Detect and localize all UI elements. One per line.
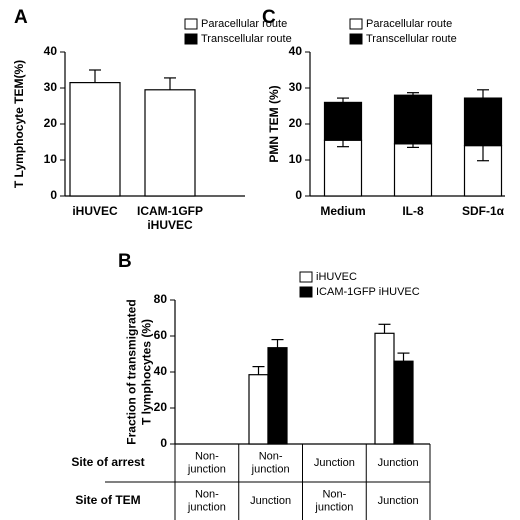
table-cell: junction	[314, 501, 353, 513]
y-axis-label: Fraction of transmigrated	[125, 299, 139, 444]
y-tick-label: 40	[154, 364, 168, 378]
table-cell: junction	[251, 463, 290, 475]
bar	[248, 374, 269, 445]
error-bar	[164, 77, 176, 90]
y-tick-label: 40	[44, 44, 58, 58]
legend-swatch	[299, 286, 313, 298]
y-axis-label: T Lymphocyte TEM(%)	[12, 60, 26, 188]
legend-label: Paracellular route	[366, 18, 452, 30]
error-bar	[477, 145, 489, 162]
error-bar	[397, 352, 410, 362]
y-tick-label: 10	[44, 152, 58, 166]
row-label: Site of TEM	[75, 493, 140, 507]
y-tick-label: 40	[289, 44, 303, 58]
y-tick-label: 0	[295, 188, 302, 202]
error-bar	[407, 92, 419, 96]
table-cell: Non-	[195, 450, 219, 462]
table-cell: junction	[187, 463, 226, 475]
bar	[393, 94, 433, 145]
y-axis-label: T lymphocytes (%)	[140, 319, 154, 425]
y-tick-label: 10	[289, 152, 303, 166]
legend-label: Paracellular route	[201, 18, 287, 30]
bar	[323, 139, 363, 197]
bar	[69, 81, 121, 197]
table-cell: Junction	[378, 457, 419, 469]
error-bar	[252, 366, 265, 375]
y-tick-label: 20	[154, 400, 168, 414]
table-cell: junction	[187, 501, 226, 513]
y-tick-label: 0	[50, 188, 57, 202]
panel-label: C	[262, 7, 276, 28]
panel-label: A	[14, 7, 28, 28]
legend-label: iHUVEC	[316, 271, 357, 283]
bar	[463, 97, 503, 147]
y-tick-label: 20	[44, 116, 58, 130]
bar	[393, 143, 433, 197]
legend-swatch	[349, 33, 363, 45]
table-cell: Non-	[195, 488, 219, 500]
bar	[374, 332, 395, 445]
x-tick-label: SDF-1α	[462, 204, 505, 218]
legend-swatch	[184, 18, 198, 30]
panel-label: B	[118, 251, 132, 272]
y-axis-label: PMN TEM (%)	[267, 85, 281, 162]
legend-label: Transcellular route	[366, 33, 457, 45]
error-bar	[271, 339, 284, 348]
y-tick-label: 30	[289, 80, 303, 94]
legend-label: ICAM-1GFP iHUVEC	[316, 286, 420, 298]
y-tick-label: 60	[154, 328, 168, 342]
table-cell: Non-	[322, 488, 346, 500]
table-cell: Junction	[250, 495, 291, 507]
x-tick-label: Medium	[320, 204, 365, 218]
error-bar	[89, 69, 101, 83]
legend-label: Transcellular route	[201, 33, 292, 45]
table-cell: Junction	[378, 495, 419, 507]
legend-swatch	[349, 18, 363, 30]
legend-swatch	[184, 33, 198, 45]
bar	[393, 360, 414, 445]
y-tick-label: 0	[160, 436, 167, 450]
error-bar	[477, 89, 489, 99]
row-label: Site of arrest	[71, 455, 144, 469]
error-bar	[378, 323, 391, 334]
y-tick-label: 80	[154, 292, 168, 306]
legend-swatch	[299, 271, 313, 283]
error-bar	[337, 140, 349, 148]
bar	[267, 347, 288, 445]
error-bar	[407, 143, 419, 148]
x-tick-label: ICAM-1GFP	[137, 204, 203, 218]
y-tick-label: 20	[289, 116, 303, 130]
bar	[323, 101, 363, 141]
table-cell: Junction	[314, 457, 355, 469]
x-tick-label: iHUVEC	[72, 204, 118, 218]
error-bar	[337, 97, 349, 103]
bar	[144, 89, 196, 197]
x-tick-label: IL-8	[402, 204, 424, 218]
table-cell: Non-	[259, 450, 283, 462]
x-tick-label: iHUVEC	[147, 218, 193, 232]
y-tick-label: 30	[44, 80, 58, 94]
